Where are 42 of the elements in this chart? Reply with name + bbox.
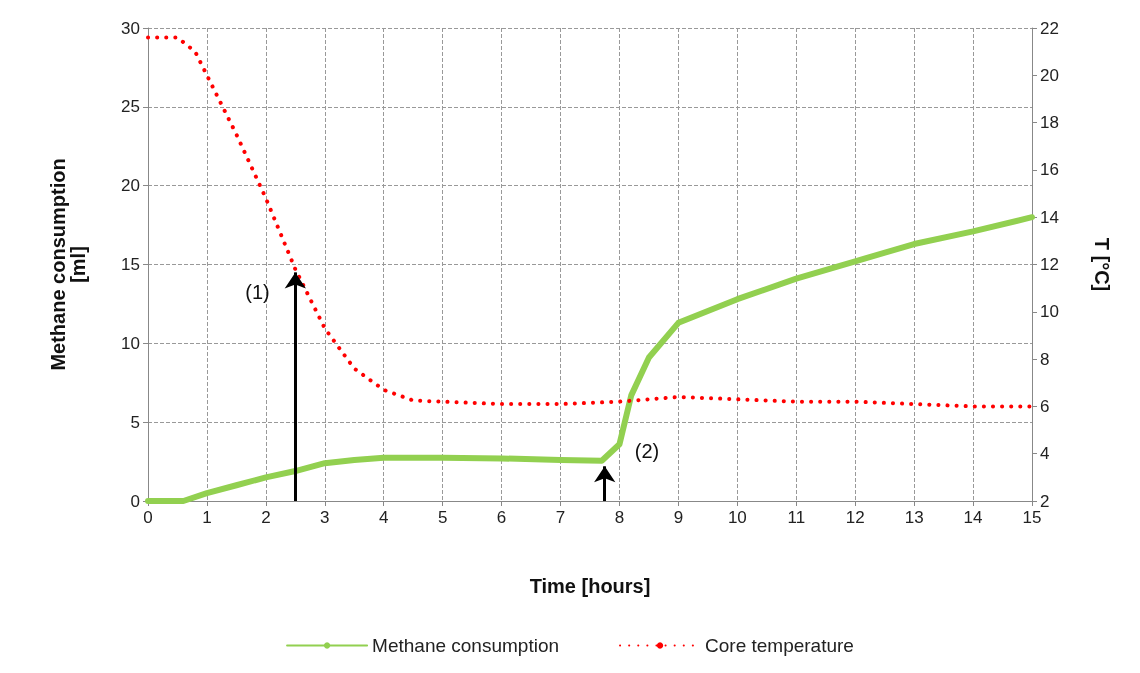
y-tick-label: 0 — [130, 491, 140, 511]
x-tick-label: 0 — [143, 508, 153, 527]
y2-tick-label: 16 — [1040, 160, 1059, 180]
x-tick-label: 5 — [437, 508, 448, 527]
x-axis-title: Time [hours] — [529, 575, 651, 597]
x-tick-label: 7 — [555, 508, 566, 527]
x-tick-label: 6 — [496, 508, 507, 527]
x-tick-label: 12 — [845, 508, 865, 527]
x-tick-label: 13 — [904, 508, 924, 527]
y2-tick-label: 12 — [1040, 255, 1059, 274]
y2-tick-label: 20 — [1040, 65, 1059, 85]
y2-tick-label: 14 — [1040, 207, 1059, 227]
y-tick-label: 10 — [121, 333, 140, 353]
annotation: (1) — [245, 281, 270, 304]
y2-tick-label: 18 — [1040, 113, 1059, 133]
y-axis-title: Methane consumption [ml] — [47, 158, 89, 371]
legend-label: Core temperature — [705, 635, 854, 656]
legend-label: Methane consumption — [372, 635, 560, 656]
y-tick-label: 30 — [121, 18, 140, 38]
y2-tick-label: 4 — [1040, 444, 1050, 464]
x-tick-label: 11 — [787, 508, 806, 527]
x-tick-label: 4 — [379, 508, 389, 527]
x-tick-label: 15 — [1022, 508, 1042, 527]
x-tick-label: 9 — [673, 508, 684, 527]
y2-tick-label: 6 — [1040, 396, 1050, 416]
annotation: (2) — [634, 440, 660, 463]
y2-tick-label: 10 — [1040, 302, 1059, 322]
x-tick-label: 2 — [261, 508, 271, 527]
x-tick-label: 8 — [614, 508, 625, 527]
y2-axis-title: T [°C] — [1091, 237, 1113, 292]
x-tick-label: 14 — [963, 508, 983, 527]
x-tick-label: 10 — [727, 508, 747, 527]
y-tick-label: 15 — [121, 255, 140, 274]
y-tick-label: 25 — [121, 97, 140, 117]
y-tick-label: 5 — [130, 412, 140, 432]
y2-tick-label: 8 — [1040, 349, 1050, 369]
x-tick-label: 1 — [202, 508, 212, 527]
y-tick-label: 20 — [121, 176, 140, 196]
y2-tick-label: 2 — [1040, 491, 1050, 511]
y2-tick-label: 22 — [1040, 18, 1059, 38]
x-tick-label: 3 — [320, 508, 330, 527]
line-series — [146, 35, 1034, 409]
